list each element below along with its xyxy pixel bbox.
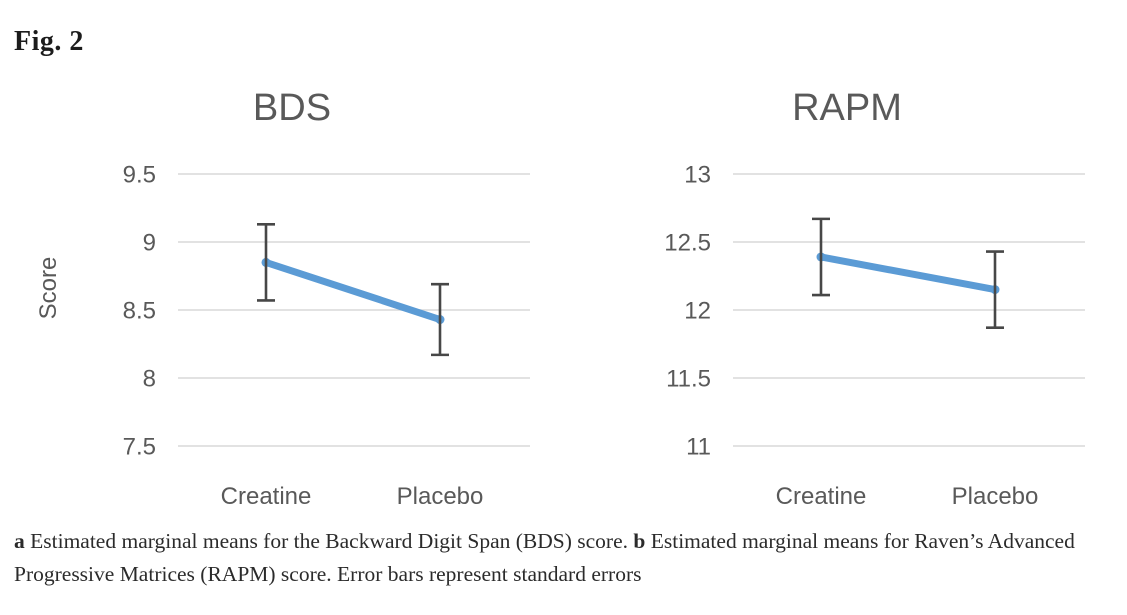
x-category-label: Placebo [397, 483, 484, 510]
y-tick-label: 8 [143, 366, 156, 393]
y-tick-label: 9.5 [123, 162, 156, 189]
y-tick-label: 11 [686, 434, 711, 461]
chart-title: RAPM [792, 87, 902, 129]
chart-bds: BDS Score 9.5 9 8.5 8 7.5 Creatine Placebo [30, 72, 540, 527]
y-tick-label: 8.5 [123, 298, 156, 325]
chart-canvas: RAPM 13 12.5 12 11.5 11 Creatine Placebo [664, 87, 1085, 510]
y-tick-label: 13 [684, 162, 711, 189]
y-tick-label: 7.5 [123, 434, 156, 461]
y-tick-label: 9 [143, 230, 156, 257]
y-tick-label: 12.5 [664, 230, 711, 257]
chart-canvas: BDS Score 9.5 9 8.5 8 7.5 Creatine Placebo [35, 87, 530, 510]
x-category-label: Placebo [952, 483, 1039, 510]
caption-panel-marker: a [14, 529, 25, 553]
data-line [817, 253, 999, 294]
chart-title: BDS [253, 87, 331, 129]
caption-text: Estimated marginal means for the Backwar… [24, 529, 634, 553]
data-line [262, 258, 444, 324]
caption-text: Estimated marginal means for Raven’s Adv… [14, 529, 1075, 587]
chart-rapm: RAPM 13 12.5 12 11.5 11 Creatine Placebo [585, 72, 1095, 527]
y-tick-label: 12 [684, 298, 711, 325]
y-tick-label: 11.5 [666, 366, 711, 393]
figure-caption: a Estimated marginal means for the Backw… [14, 525, 1119, 592]
x-category-label: Creatine [776, 483, 867, 510]
y-axis-label: Score [35, 257, 62, 320]
figure-label: Fig. 2 [14, 26, 84, 57]
caption-panel-marker: b [633, 529, 646, 553]
x-category-label: Creatine [221, 483, 312, 510]
